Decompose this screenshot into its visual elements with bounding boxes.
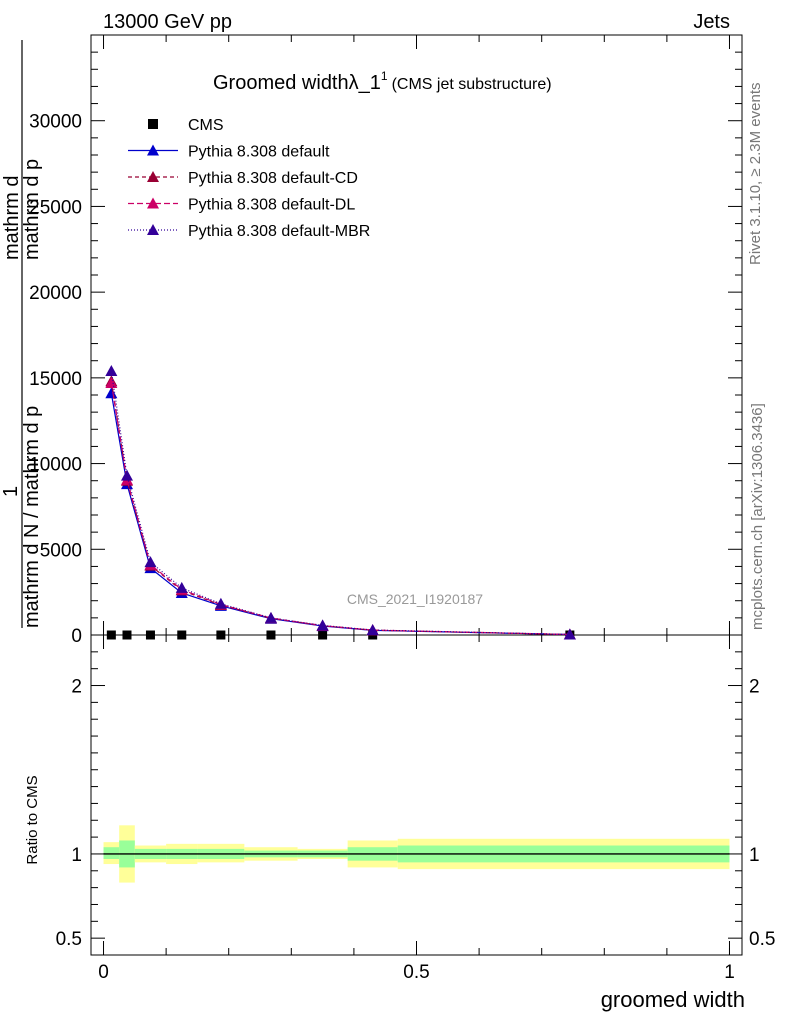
y-tick-label: 20000 (29, 283, 82, 304)
series-marker (316, 619, 329, 631)
chart-title-sub: (CMS jet substructure) (392, 76, 552, 93)
series-line (110, 370, 570, 636)
series-line (110, 382, 570, 636)
legend-label: Pythia 8.308 default-CD (188, 170, 358, 187)
y-tick-label: 0 (71, 626, 82, 647)
ratio-y-tick-label-right: 1 (749, 845, 760, 866)
cms-data-point (177, 630, 187, 640)
series-line (110, 393, 570, 636)
y-tick-label: 30000 (29, 112, 82, 133)
x-tick-label: 1 (724, 962, 735, 983)
y-tick-label: 25000 (29, 197, 82, 218)
y-tick-label: 5000 (40, 540, 82, 561)
legend-label: Pythia 8.308 default-DL (188, 197, 355, 214)
legend-label: Pythia 8.308 default-MBR (188, 223, 370, 240)
x-axis-label: groomed width (601, 987, 745, 1012)
ratio-y-tick-label: 0.5 (56, 929, 82, 950)
cms-data-point (266, 630, 276, 640)
header-left: 13000 GeV pp (103, 11, 232, 33)
x-tick-label: 0 (98, 962, 109, 983)
ratio-y-tick-label: 2 (71, 677, 82, 698)
header-right: Jets (693, 11, 730, 33)
series-marker (105, 377, 118, 388)
upper-ylabel: 1 mathrm d mathrm d p mathrm d N / mathr… (0, 40, 43, 628)
ylabel-one: 1 (0, 486, 22, 497)
series-marker (120, 469, 133, 481)
ylabel-den-a: mathrm d N / mathrm d p (21, 406, 43, 628)
series-marker (105, 387, 118, 399)
ylabel-den-b: mathrm d p (21, 159, 43, 260)
series-marker (264, 611, 277, 623)
series-1 (105, 387, 576, 640)
analysis-watermark: CMS_2021_I1920187 (347, 591, 483, 607)
ratio-y-tick-label-right: 2 (749, 677, 760, 698)
ratio-y-tick-label-right: 0.5 (749, 929, 775, 950)
cms-data-point (106, 630, 116, 640)
series-marker (175, 581, 188, 593)
mcplots-label: mcplots.cern.ch [arXiv:1306.3436] (749, 403, 766, 630)
y-tick-label: 15000 (29, 369, 82, 390)
cms-data-point (216, 630, 226, 640)
series-marker (105, 365, 118, 376)
cms-data-point (145, 630, 155, 640)
legend-marker (147, 171, 159, 182)
ratio-y-tick-label: 1 (71, 845, 82, 866)
cms-data-point (122, 630, 132, 640)
ylabel-num-a: mathrm d (1, 176, 23, 260)
legend-marker (147, 144, 159, 156)
legend: CMS Pythia 8.308 default Pythia 8.308 defa… (128, 117, 370, 240)
x-tick-label: 0.5 (403, 962, 429, 983)
series-marker (144, 556, 157, 568)
series-marker (366, 624, 379, 636)
series-marker (563, 628, 576, 640)
legend-marker (147, 224, 159, 235)
chart-title: Groomed widthλ_11 (CMS jet substructure) (213, 69, 552, 94)
legend-label: Pythia 8.308 default (188, 144, 330, 161)
series-4 (105, 365, 576, 640)
y-tick-label: 10000 (29, 455, 82, 476)
legend-marker (147, 197, 159, 209)
series-marker (214, 597, 227, 609)
series-2 (105, 375, 576, 640)
legend-marker-cms (148, 119, 158, 129)
chart-title-sup: 1 (381, 69, 388, 83)
rivet-label: Rivet 3.1.10, ≥ 2.3M events (747, 83, 764, 266)
cms-data-point (318, 630, 328, 640)
chart-title-main: Groomed widthλ_1 (213, 72, 381, 94)
lower-panel-frame (90, 634, 743, 956)
legend-label: CMS (188, 117, 224, 134)
lower-ylabel: Ratio to CMS (24, 775, 41, 864)
series-3 (105, 377, 576, 640)
ratio-band-green (103, 847, 120, 859)
